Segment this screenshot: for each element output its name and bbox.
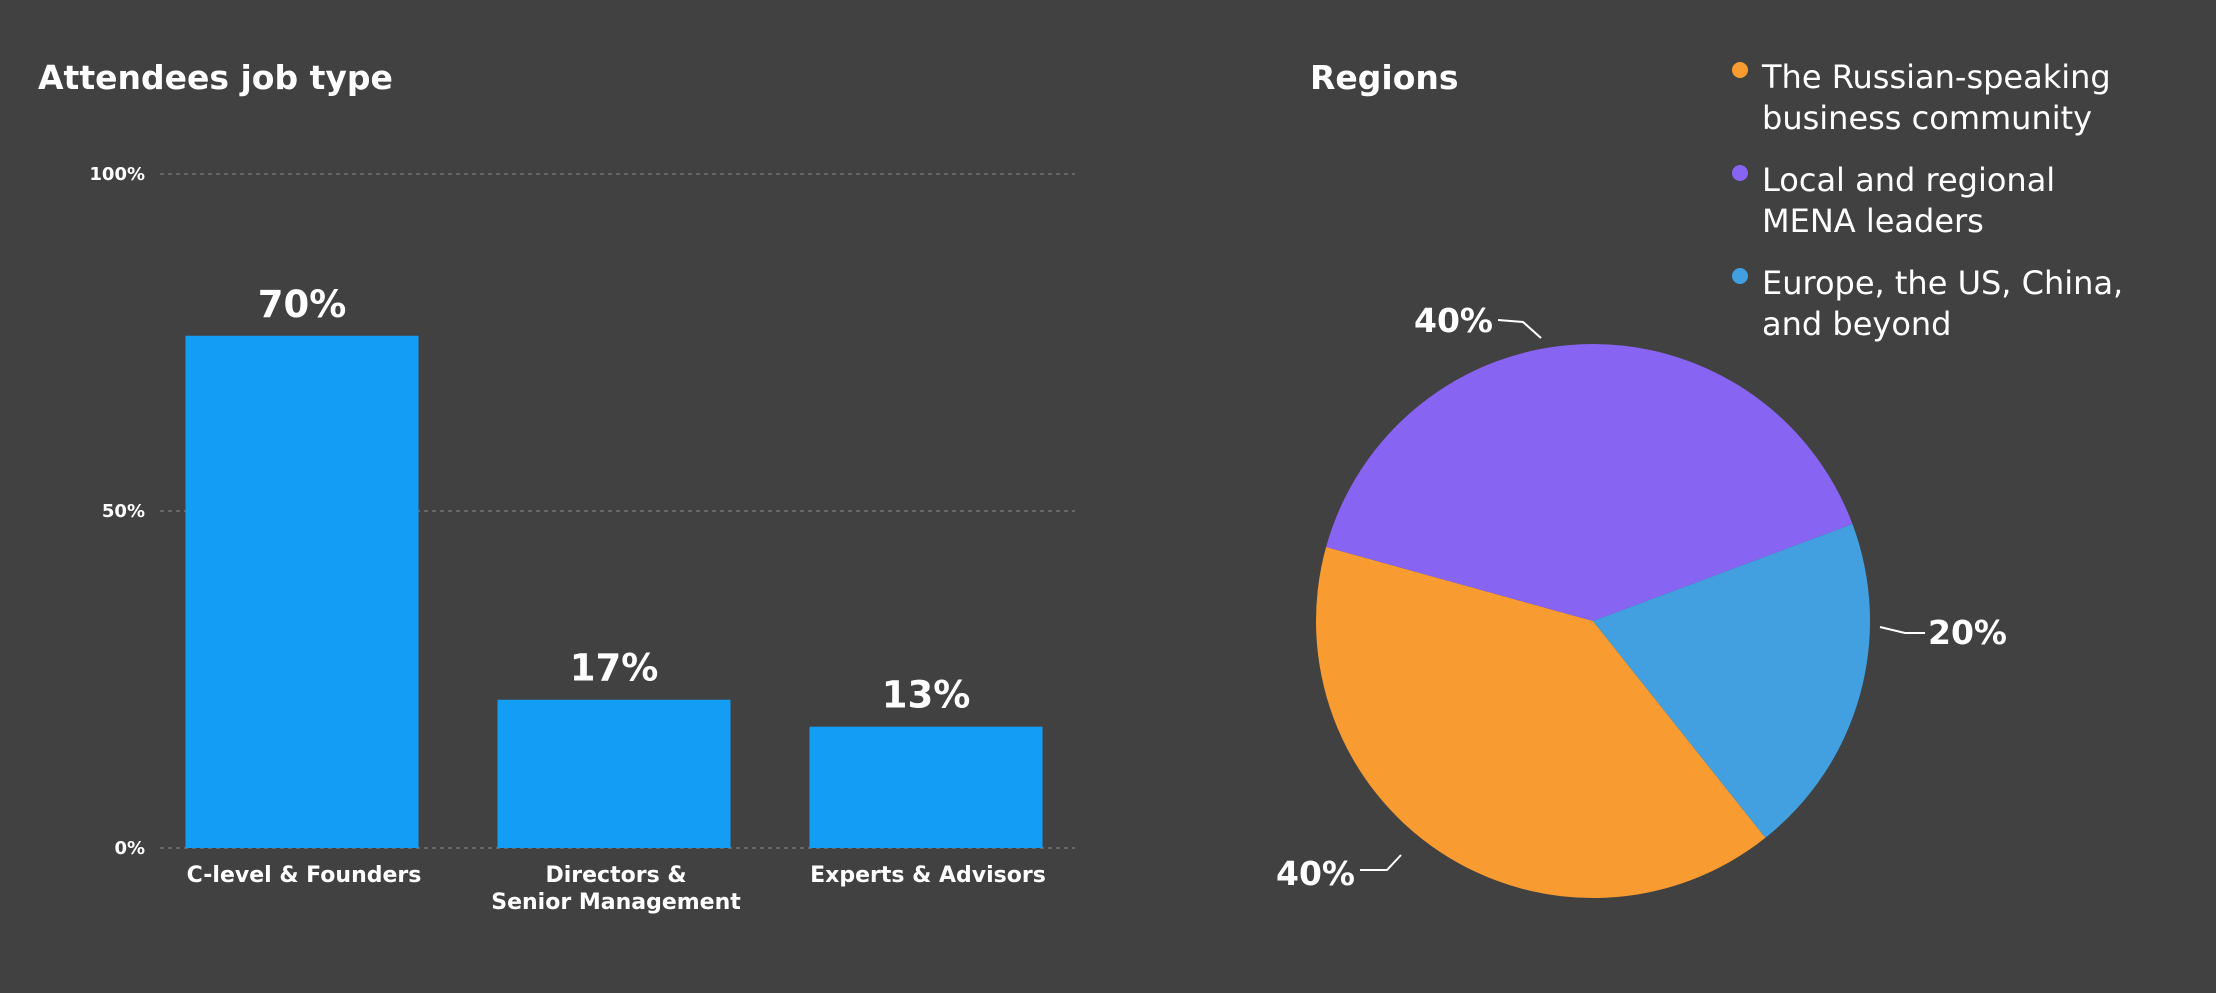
pie-leader-line	[1879, 626, 1925, 634]
x-tick-label: Experts & Advisors	[810, 863, 1046, 888]
legend-label: and beyond	[1762, 305, 1951, 343]
pie-leader-line	[1360, 854, 1402, 871]
pie-data-label: 40%	[1276, 854, 1355, 893]
x-tick-label: Senior Management	[491, 890, 741, 915]
legend-marker	[1732, 268, 1748, 284]
pie-leader-line	[1497, 319, 1542, 339]
bar-data-label: 70%	[258, 283, 347, 326]
pie-slice	[1316, 546, 1766, 899]
y-tick-label: 100%	[89, 164, 145, 185]
legend-marker	[1732, 62, 1748, 78]
pie-slice	[1593, 523, 1870, 838]
bar	[185, 335, 419, 848]
bar-chart-title: Attendees job type	[38, 58, 393, 97]
bar-data-label: 17%	[570, 647, 659, 690]
pie-chart-title: Regions	[1310, 58, 1459, 97]
bar	[497, 699, 731, 848]
legend-label: business community	[1762, 99, 2092, 137]
legend-label: The Russian-speaking	[1761, 58, 2111, 96]
pie-data-label: 40%	[1414, 301, 1493, 340]
bar-data-label: 13%	[882, 674, 971, 717]
legend-label: Europe, the US, China,	[1762, 264, 2123, 302]
y-tick-label: 0%	[114, 838, 145, 859]
bar	[809, 726, 1043, 848]
pie-slice	[1326, 343, 1853, 621]
legend-label: MENA leaders	[1762, 202, 1984, 240]
x-tick-label: Directors &	[545, 863, 686, 888]
x-tick-label: C-level & Founders	[187, 863, 422, 888]
pie-data-label: 20%	[1928, 613, 2007, 652]
legend-label: Local and regional	[1762, 161, 2055, 199]
legend-marker	[1732, 165, 1748, 181]
y-tick-label: 50%	[102, 501, 145, 522]
